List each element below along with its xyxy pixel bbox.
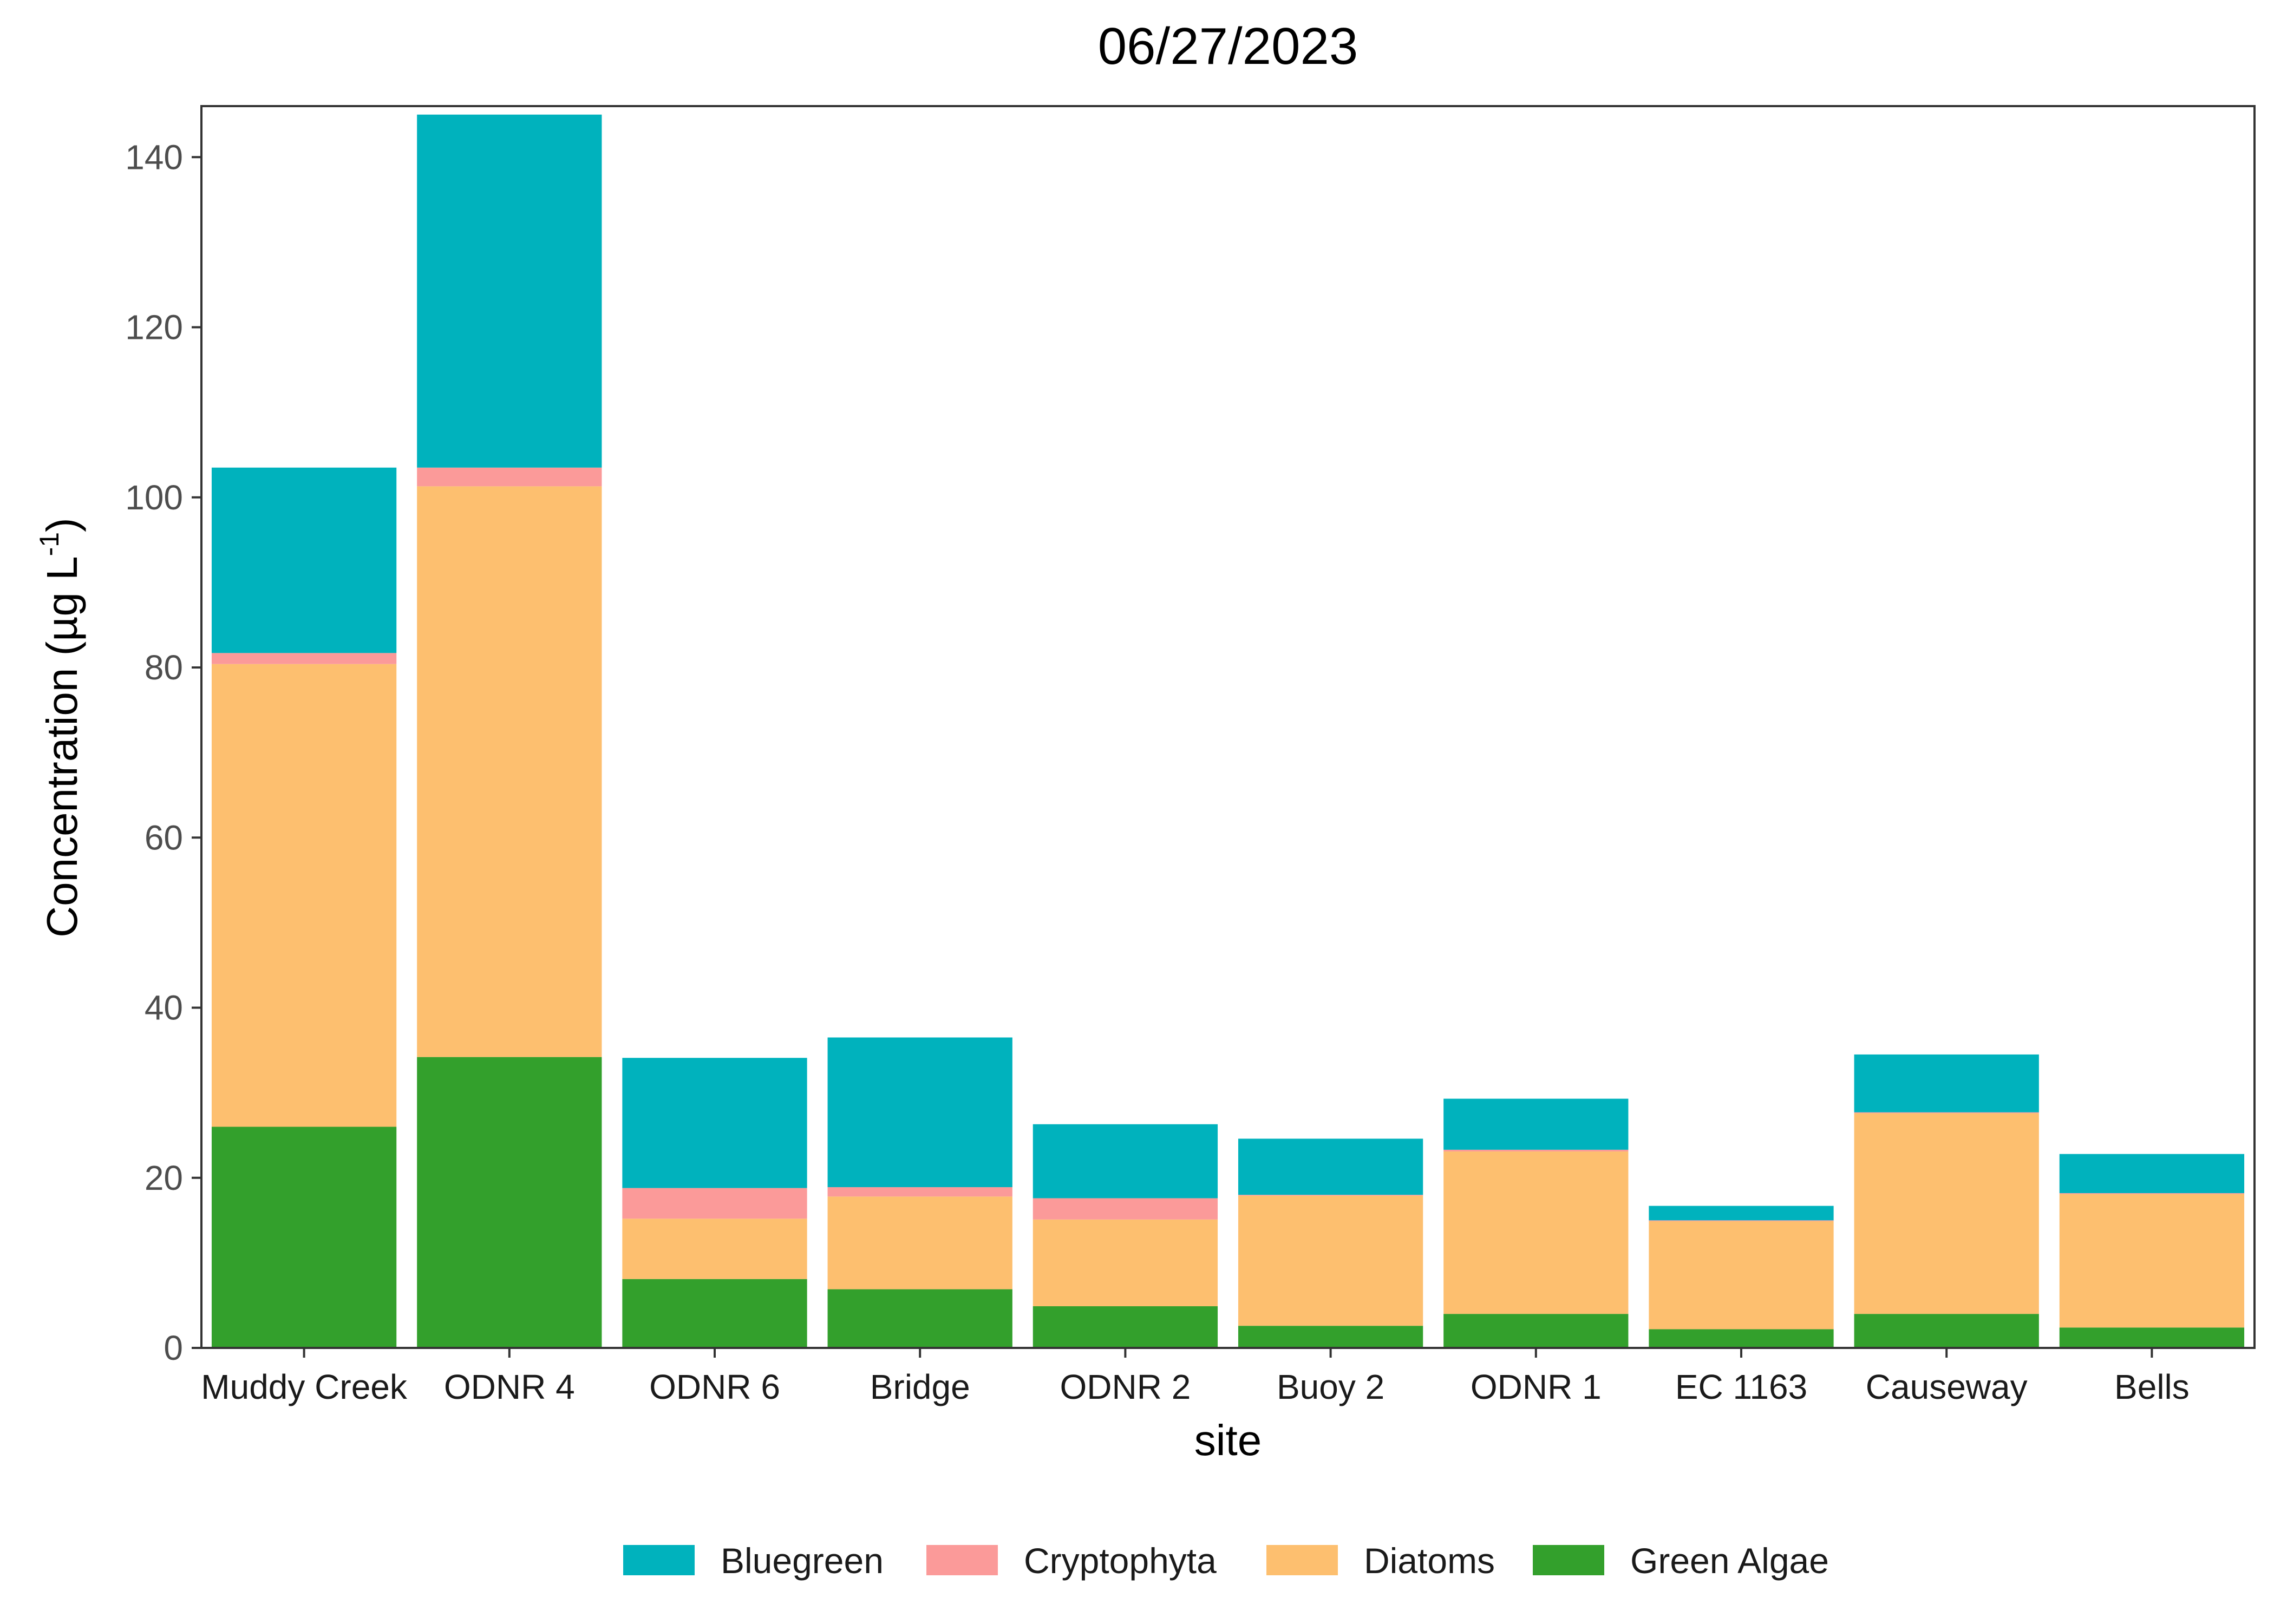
bar-bells-bluegreen [2059, 1154, 2245, 1194]
x-tick-label-odnr-1: ODNR 1 [1471, 1367, 1602, 1406]
x-tick-label-bridge: Bridge [870, 1367, 970, 1406]
y-axis-title-superscript: -1 [34, 532, 64, 556]
bar-odnr-2-cryptophyta [1033, 1198, 1218, 1220]
y-tick-label-100: 100 [125, 478, 183, 517]
plot-panel-border [200, 105, 2256, 1349]
legend-label-cryptophyta: Cryptophyta [1024, 1541, 1217, 1581]
y-axis-title: Concentration (µg L-1) [34, 518, 86, 937]
bar-muddy-creek-diatoms [211, 664, 397, 1127]
x-axis: Muddy Creek ODNR 4 ODNR 6 Bridge ODNR 2 Buoy … [201, 1348, 2190, 1406]
bar-buoy-2-diatoms [1238, 1195, 1423, 1326]
y-tick-label-80: 80 [145, 648, 183, 687]
bar-ec-1163-cryptophyta [1649, 1220, 1834, 1221]
bar-odnr-6-green-algae [622, 1279, 807, 1348]
bar-causeway-bluegreen [1854, 1054, 2039, 1112]
bar-odnr-1-green-algae [1443, 1314, 1629, 1348]
y-axis-title-close: ) [38, 518, 86, 532]
bar-odnr-6-bluegreen [622, 1058, 807, 1188]
bar-odnr-4-diatoms [417, 486, 602, 1057]
legend-item-bluegreen: Bluegreen [623, 1541, 884, 1581]
bar-odnr-1-diatoms [1443, 1151, 1629, 1314]
bar-buoy-2-bluegreen [1238, 1138, 1423, 1195]
legend-item-green-algae: Green Algae [1533, 1541, 1829, 1581]
bar-bridge-green-algae [827, 1289, 1012, 1348]
bar-bridge-diatoms [827, 1196, 1012, 1289]
y-tick-label-60: 60 [145, 818, 183, 857]
y-axis: 0 20 40 60 80 100 120 140 [125, 137, 201, 1367]
bar-odnr-4-green-algae [417, 1057, 602, 1348]
y-tick-label-140: 140 [125, 137, 183, 176]
legend-item-diatoms: Diatoms [1266, 1541, 1495, 1581]
y-tick-label-40: 40 [145, 988, 183, 1027]
bar-buoy-2-green-algae [1238, 1326, 1423, 1348]
bar-muddy-creek-bluegreen [211, 467, 397, 653]
bar-odnr-2-bluegreen [1033, 1124, 1218, 1199]
bar-muddy-creek-cryptophyta [211, 653, 397, 664]
bar-odnr-2-diatoms [1033, 1219, 1218, 1307]
bar-ec-1163-diatoms [1649, 1221, 1834, 1330]
bar-odnr-1-cryptophyta [1443, 1149, 1629, 1152]
x-tick-label-muddy-creek: Muddy Creek [201, 1367, 408, 1406]
x-tick-label-ec-1163: EC 1163 [1675, 1367, 1807, 1406]
bar-ec-1163-green-algae [1649, 1329, 1834, 1348]
legend-label-bluegreen: Bluegreen [721, 1541, 884, 1581]
y-axis-title-main: Concentration (µg L [38, 556, 86, 937]
x-tick-label-odnr-2: ODNR 2 [1060, 1367, 1191, 1406]
legend-key-green-algae [1533, 1545, 1604, 1575]
bar-bells-diatoms [2059, 1194, 2245, 1328]
bar-odnr-2-green-algae [1033, 1306, 1218, 1348]
chart-title: 06/27/2023 [1098, 17, 1358, 75]
bar-bridge-cryptophyta [827, 1187, 1012, 1197]
x-tick-label-buoy-2: Buoy 2 [1277, 1367, 1384, 1406]
x-tick-label-odnr-4: ODNR 4 [444, 1367, 575, 1406]
bar-odnr-1-bluegreen [1443, 1098, 1629, 1150]
bar-ec-1163-bluegreen [1649, 1206, 1834, 1221]
legend-key-diatoms [1266, 1545, 1338, 1575]
bar-odnr-6-diatoms [622, 1219, 807, 1279]
bar-odnr-4-bluegreen [417, 114, 602, 468]
x-tick-label-causeway: Causeway [1866, 1367, 2028, 1406]
bar-causeway-green-algae [1854, 1314, 2039, 1348]
bar-bridge-bluegreen [827, 1037, 1012, 1188]
legend-item-cryptophyta: Cryptophyta [926, 1541, 1217, 1581]
y-tick-label-120: 120 [125, 308, 183, 347]
x-tick-label-odnr-6: ODNR 6 [649, 1367, 780, 1406]
bar-muddy-creek-green-algae [211, 1127, 397, 1348]
legend: Bluegreen Cryptophyta Diatoms Green Algae [623, 1541, 1829, 1581]
legend-key-cryptophyta [926, 1545, 998, 1575]
bar-causeway-diatoms [1854, 1113, 2039, 1314]
legend-label-diatoms: Diatoms [1364, 1541, 1495, 1581]
legend-key-bluegreen [623, 1545, 695, 1575]
bar-buoy-2-cryptophyta [1238, 1195, 1423, 1196]
bar-bells-cryptophyta [2059, 1193, 2245, 1194]
legend-label-green-algae: Green Algae [1630, 1541, 1829, 1581]
y-tick-label-20: 20 [145, 1158, 183, 1197]
bar-bells-green-algae [2059, 1327, 2245, 1348]
y-tick-label-0: 0 [164, 1328, 183, 1367]
bar-odnr-6-cryptophyta [622, 1188, 807, 1219]
x-tick-label-bells: Bells [2114, 1367, 2190, 1406]
bars-group [211, 114, 2245, 1348]
x-axis-title: site [1194, 1416, 1262, 1464]
bar-odnr-4-cryptophyta [417, 467, 602, 487]
bar-causeway-cryptophyta [1854, 1112, 2039, 1114]
